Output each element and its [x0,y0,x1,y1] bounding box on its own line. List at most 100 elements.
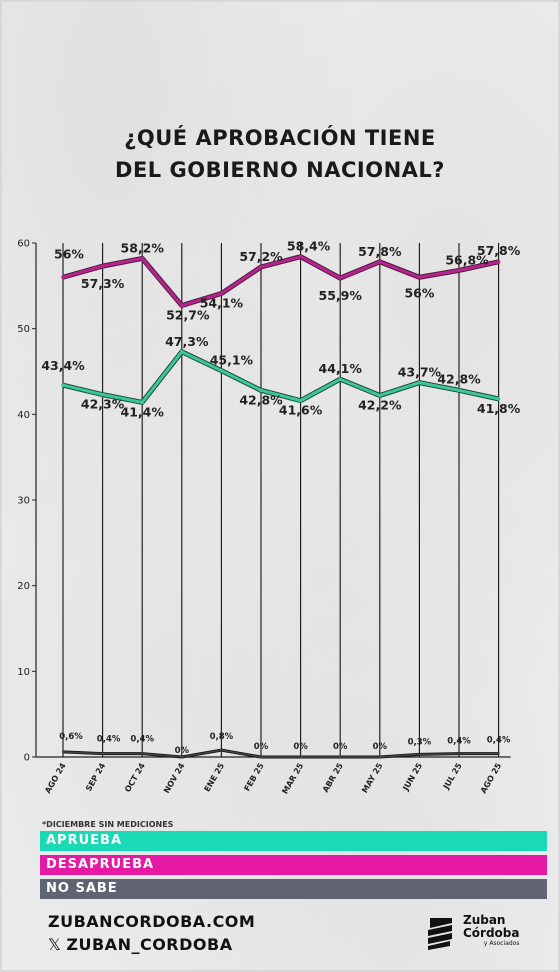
series-line-aprueba [62,350,499,404]
data-label: 0% [254,742,269,752]
data-label: 0,8% [210,732,234,742]
data-label: 41,6% [279,403,323,418]
chart-title-line-1: ¿QUÉ APROBACIÓN TIENE [124,126,436,150]
data-label: 0,6% [59,732,83,742]
data-point [141,752,144,755]
data-point [378,393,382,398]
data-point [61,275,65,280]
x-tick-label: MAR 25 [280,761,305,796]
data-point [140,400,144,405]
data-point [298,254,303,259]
data-label: 57,2% [239,249,283,264]
data-label: 57,8% [358,244,402,259]
data-label: 0,4% [130,735,154,745]
x-tick-label: JUL 25 [441,761,464,791]
logo-line-3: y Asociados [483,940,520,947]
data-point [497,752,500,755]
data-point [298,398,303,403]
website-link[interactable]: ZUBANCORDOBA.COM [48,912,256,931]
data-label: 0% [333,742,348,752]
data-label: 0% [175,746,190,756]
data-label: 56,8% [445,252,489,267]
data-point [180,349,184,354]
legend-item-no-sabe: NO SABE [40,879,547,899]
data-label: 0% [293,742,308,752]
y-tick-label: 30 [17,496,30,507]
data-point [418,753,421,756]
data-label: 0,3% [408,737,432,747]
data-point [180,303,184,308]
logo-wordmark: Zuban Córdoba y Asociados [463,913,520,948]
data-point [339,755,342,759]
data-label: 43,7% [398,365,442,380]
data-label: 0% [373,742,388,752]
data-point [219,291,224,296]
x-tick-label: ABR 25 [321,761,345,794]
data-point [219,368,224,373]
logo-line-1: Zuban [463,913,506,927]
data-point [338,377,343,382]
data-point [61,383,65,388]
data-label: 0,4% [487,736,511,746]
data-label: 54,1% [200,296,244,311]
data-point [457,752,461,755]
data-label: 42,2% [358,397,402,412]
data-label: 44,1% [319,361,363,376]
line-chart: 0 10 20 30 40 50 60 AGO 24 SEP 24 OCT 24 NOV 24 ENE… [17,239,521,796]
data-label: 56% [404,285,434,300]
data-point [61,750,65,754]
data-point [180,755,183,759]
data-label: 43,4% [41,358,85,373]
data-label: 47,3% [165,334,209,349]
data-point [417,380,422,385]
data-label: 42,3% [81,397,125,412]
data-label: 56% [54,246,84,261]
legend-item-aprueba: APRUEBA [40,831,547,851]
data-point [220,748,223,752]
data-label: 42,8% [437,371,481,386]
footer-links: ZUBANCORDOBA.COM 𝕏 ZUBAN_CORDOBA [48,910,255,956]
x-tick-label: MAY 25 [360,761,385,795]
y-tick-label: 20 [17,581,30,592]
data-point [338,276,343,280]
data-point [259,265,263,269]
zuban-cordoba-logo-icon [428,918,452,950]
x-tick-label: AGO 24 [43,761,68,795]
y-tick-label: 50 [17,324,30,335]
series-line-no-sabe [62,749,499,758]
x-tick-label: FEB 25 [242,761,265,793]
data-point [496,397,501,401]
data-point [457,268,461,273]
data-label: 41,8% [477,401,521,416]
data-label: 55,9% [319,288,363,303]
x-tick-label: ENE 25 [203,761,227,793]
data-point [378,755,381,759]
data-label: 45,1% [210,353,254,368]
data-point [259,755,263,759]
legend-item-desaprueba: DESAPRUEBA [40,855,547,875]
data-label: 57,3% [81,276,125,291]
y-tick-label: 0 [24,753,30,764]
data-label: 0,4% [447,737,471,747]
x-tick-label: AGO 25 [479,761,504,795]
data-label: 57,8% [477,243,521,258]
data-label: 58,2% [121,240,165,255]
data-point [100,392,105,397]
x-tick-label: SEP 24 [84,761,108,793]
data-point [457,388,461,393]
data-point [100,264,105,268]
data-label: 42,8% [239,392,283,407]
logo-line-2: Córdoba [463,926,520,940]
data-label: 58,4% [287,239,331,254]
data-point [299,755,302,759]
chart-title-line-2: DEL GOBIERNO NACIONAL? [115,158,445,182]
data-point [140,256,144,261]
data-point [101,752,104,755]
x-handle-link[interactable]: 𝕏 ZUBAN_CORDOBA [48,933,255,956]
data-point [417,275,422,280]
x-logo-icon: 𝕏 [48,935,62,954]
data-point [378,260,382,264]
data-point [496,260,501,264]
data-point [259,388,263,393]
